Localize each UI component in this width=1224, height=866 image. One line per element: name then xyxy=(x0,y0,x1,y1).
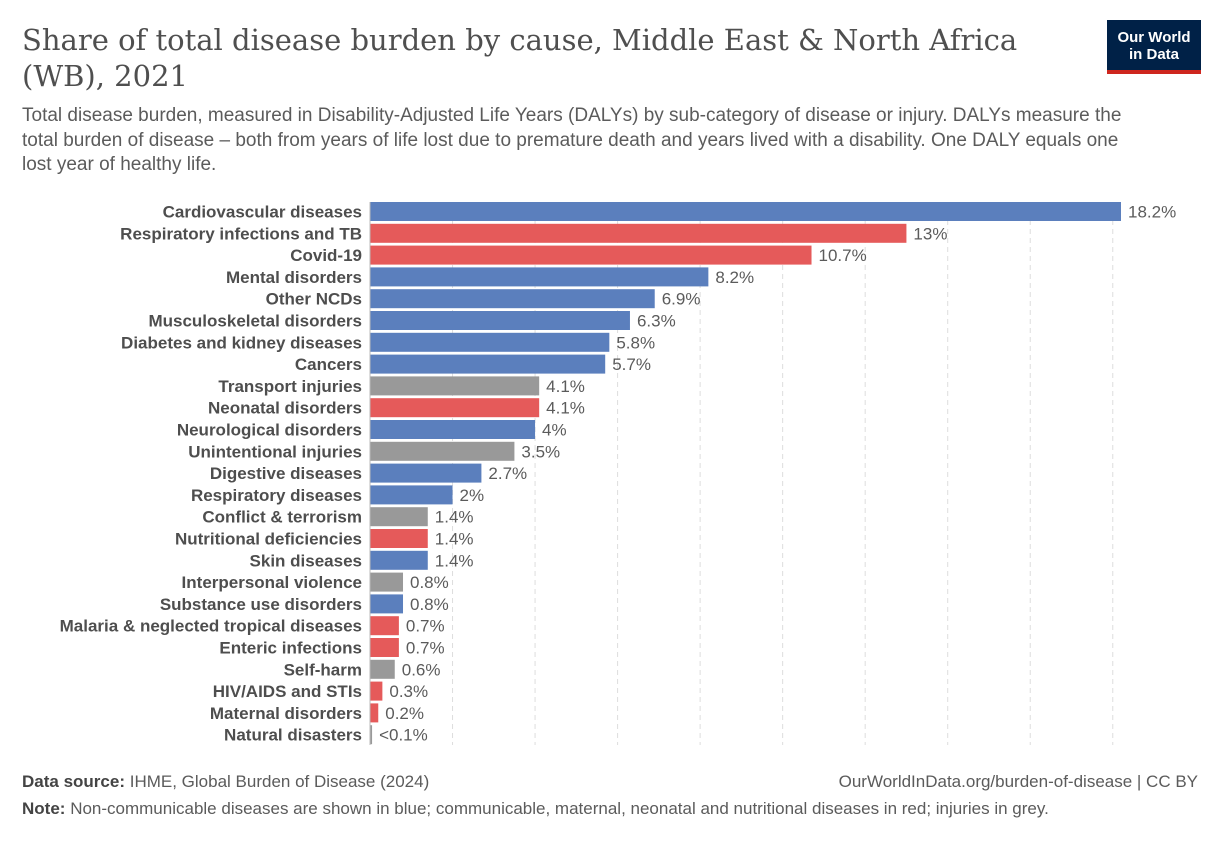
bar[interactable] xyxy=(370,267,709,287)
value-label: 4% xyxy=(542,421,567,440)
bar[interactable] xyxy=(370,376,540,396)
category-label: Respiratory diseases xyxy=(191,486,362,505)
value-label: 0.3% xyxy=(389,682,428,701)
bar[interactable] xyxy=(370,638,399,657)
bar[interactable] xyxy=(370,725,373,745)
value-label: 1.4% xyxy=(435,508,474,527)
note-label: Note: xyxy=(22,799,66,818)
value-label: 4.1% xyxy=(546,399,585,418)
bar[interactable] xyxy=(370,572,404,592)
category-label: Other NCDs xyxy=(266,290,362,309)
bar[interactable] xyxy=(370,659,395,679)
bar[interactable] xyxy=(370,202,1121,221)
logo-line-2: in Data xyxy=(1128,46,1179,63)
value-label: 1.4% xyxy=(435,551,474,570)
bar[interactable] xyxy=(370,311,630,330)
category-label: Covid-19 xyxy=(290,246,362,265)
category-label: HIV/AIDS and STIs xyxy=(213,682,362,701)
category-label: Substance use disorders xyxy=(160,595,362,614)
value-label: 2% xyxy=(460,486,485,505)
chart-note: Note: Non-communicable diseases are show… xyxy=(22,797,1162,820)
bar[interactable] xyxy=(370,332,610,352)
bar[interactable] xyxy=(370,616,399,636)
value-label: 0.7% xyxy=(406,617,445,636)
category-label: Mental disorders xyxy=(226,268,362,287)
category-label: Cancers xyxy=(295,355,362,374)
category-label: Maternal disorders xyxy=(210,704,362,723)
value-label: 4.1% xyxy=(546,377,585,396)
bars-group: Cardiovascular diseases 18.2% Respiratory … xyxy=(60,202,1176,745)
value-label: 13% xyxy=(913,224,947,243)
owid-logo[interactable]: Our World in Data xyxy=(1107,20,1201,74)
bar[interactable] xyxy=(370,594,404,614)
chart-title: Share of total disease burden by cause, … xyxy=(22,23,1018,93)
category-label: Natural disasters xyxy=(224,726,362,745)
value-label: 5.7% xyxy=(612,355,651,374)
bar[interactable] xyxy=(370,441,515,461)
value-label: 8.2% xyxy=(715,268,754,287)
category-label: Cardiovascular diseases xyxy=(163,203,362,222)
category-label: Unintentional injuries xyxy=(188,442,362,461)
bar[interactable] xyxy=(370,703,379,723)
data-source-label: Data source: xyxy=(22,772,125,791)
bar[interactable] xyxy=(370,398,540,418)
bar[interactable] xyxy=(370,550,428,570)
bar[interactable] xyxy=(370,681,383,701)
bar[interactable] xyxy=(370,354,606,374)
bar[interactable] xyxy=(370,463,482,483)
bar-chart: Cardiovascular diseases 18.2% Respiratory … xyxy=(60,202,1176,745)
category-label: Neonatal disorders xyxy=(208,399,362,418)
category-label: Musculoskeletal disorders xyxy=(148,312,362,331)
category-label: Digestive diseases xyxy=(210,464,362,483)
value-label: 6.9% xyxy=(662,290,701,309)
category-label: Diabetes and kidney diseases xyxy=(121,333,362,352)
category-label: Malaria & neglected tropical diseases xyxy=(60,617,362,636)
category-label: Enteric infections xyxy=(219,639,362,658)
category-label: Interpersonal violence xyxy=(182,573,362,592)
category-label: Transport injuries xyxy=(218,377,362,396)
bar[interactable] xyxy=(370,245,812,265)
bar[interactable] xyxy=(370,223,907,243)
value-label: <0.1% xyxy=(379,726,428,745)
category-label: Nutritional deficiencies xyxy=(175,530,362,549)
source-url[interactable]: OurWorldInData.org/burden-of-disease | C… xyxy=(838,772,1198,791)
bar[interactable] xyxy=(370,485,453,505)
logo-line-1: Our World xyxy=(1117,29,1191,46)
value-label: 0.8% xyxy=(410,573,449,592)
value-label: 10.7% xyxy=(819,246,867,265)
category-label: Self-harm xyxy=(284,660,362,679)
value-label: 0.8% xyxy=(410,595,449,614)
bar[interactable] xyxy=(370,289,655,309)
bar[interactable] xyxy=(370,420,536,439)
value-label: 5.8% xyxy=(616,333,655,352)
bar[interactable] xyxy=(370,507,428,527)
value-label: 3.5% xyxy=(521,442,560,461)
bar[interactable] xyxy=(370,529,428,548)
data-source: Data source: IHME, Global Burden of Dise… xyxy=(22,770,1202,793)
value-label: 2.7% xyxy=(488,464,527,483)
value-label: 0.7% xyxy=(406,639,445,658)
note-text: Non-communicable diseases are shown in b… xyxy=(70,799,1049,818)
value-label: 18.2% xyxy=(1128,203,1176,222)
value-label: 6.3% xyxy=(637,312,676,331)
category-label: Conflict & terrorism xyxy=(202,508,362,527)
value-label: 0.6% xyxy=(402,660,441,679)
value-label: 1.4% xyxy=(435,530,474,549)
chart-subtitle: Total disease burden, measured in Disabi… xyxy=(22,105,1122,175)
category-label: Skin diseases xyxy=(250,551,362,570)
category-label: Neurological disorders xyxy=(177,421,362,440)
category-label: Respiratory infections and TB xyxy=(120,224,362,243)
data-source-text: IHME, Global Burden of Disease (2024) xyxy=(129,772,430,791)
value-label: 0.2% xyxy=(385,704,424,723)
